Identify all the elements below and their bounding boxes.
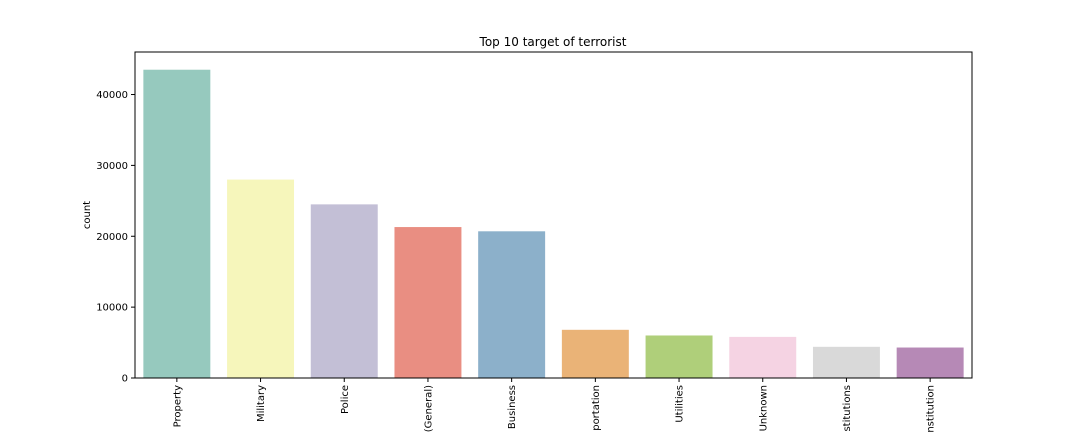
chart-title: Top 10 target of terrorist: [479, 35, 627, 49]
y-tick-label: 40000: [96, 90, 128, 101]
x-tick-label: nstitution: [926, 385, 937, 432]
x-tick-label: stitutions: [842, 385, 853, 432]
y-axis-label: count: [82, 201, 93, 229]
x-tick-label: Unknown: [758, 385, 769, 431]
x-tick-label: Military: [256, 385, 267, 422]
bar-unknown: [729, 336, 797, 378]
y-tick-label: 20000: [96, 232, 128, 243]
bar-military: [227, 179, 295, 378]
bar-property: [143, 69, 211, 378]
x-tick-label: Property: [172, 385, 183, 427]
bar-nstitution: [896, 347, 964, 378]
y-tick-label: 30000: [96, 161, 128, 172]
y-tick-label: 0: [122, 374, 128, 385]
bar-stitutions: [812, 346, 880, 378]
y-axis: 0 10000 20000 30000 40000: [96, 90, 135, 385]
x-tick-label: portation: [591, 385, 602, 431]
x-axis: Property Military Police (General) Business p…: [172, 378, 937, 432]
bar-business: [478, 231, 546, 378]
bar-utilities: [645, 335, 713, 378]
bar-police: [310, 204, 378, 378]
x-tick-label: Business: [507, 385, 518, 429]
y-tick-label: 10000: [96, 303, 128, 314]
plot-frame: [134, 51, 973, 379]
bar-general: [394, 227, 462, 378]
x-tick-label: (General): [423, 385, 434, 432]
bars-layer: [143, 69, 964, 378]
bar-portation: [561, 329, 629, 378]
x-tick-label: Utilities: [675, 385, 686, 423]
x-tick-label: Police: [340, 385, 351, 414]
